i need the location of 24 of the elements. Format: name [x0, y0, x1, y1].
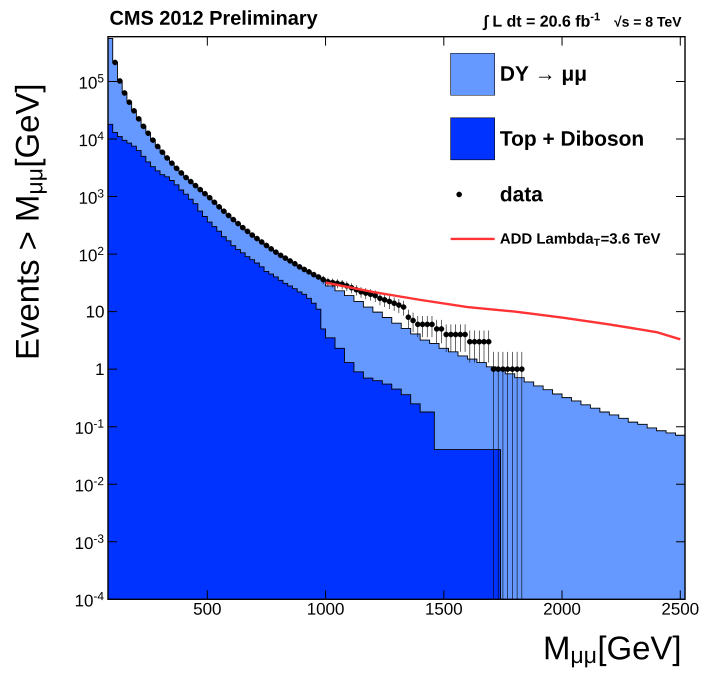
legend-label: DY → μμ — [501, 66, 586, 85]
text: ∫ L dt = 20.6 fb$^{-1}$ — [482, 12, 600, 30]
y-tick-label: 10$^{-1}$ — [76, 419, 104, 434]
y-tick-label: 10$^{4}$ — [80, 132, 104, 146]
x-tick-label: 2000 — [544, 602, 580, 615]
legend-label: data — [500, 186, 543, 202]
y-tick-label: 10 — [86, 306, 104, 318]
y-tick-label: 10$^{-4}$ — [76, 592, 104, 607]
legend-label: ADD Lambda$_{T}$=3.6 TeV — [500, 232, 660, 246]
y-axis-title: Events > M$_{μμ}$[GeV] — [14, 86, 47, 358]
x-axis-title: M$_{μμ}$[GeV] — [546, 635, 680, 668]
legend-label: Top + Diboson — [500, 130, 643, 150]
x-tick-label: 1500 — [426, 602, 462, 615]
y-tick-label: 10$^{5}$ — [80, 74, 104, 89]
y-tick-label: 10$^{3}$ — [80, 189, 104, 204]
x-tick-label: 2500 — [662, 602, 698, 615]
chart-title: CMS 2012 Preliminary — [110, 10, 318, 29]
x-tick-label: 500 — [194, 602, 221, 615]
text: √s = 8 TeV — [614, 16, 682, 27]
y-tick-label: 10$^{-2}$ — [76, 476, 104, 492]
y-tick-label: 10$^{2}$ — [80, 246, 104, 262]
y-tick-label: 1 — [96, 363, 104, 375]
y-tick-label: 10$^{-3}$ — [76, 534, 104, 550]
x-tick-label: 1000 — [308, 602, 344, 615]
